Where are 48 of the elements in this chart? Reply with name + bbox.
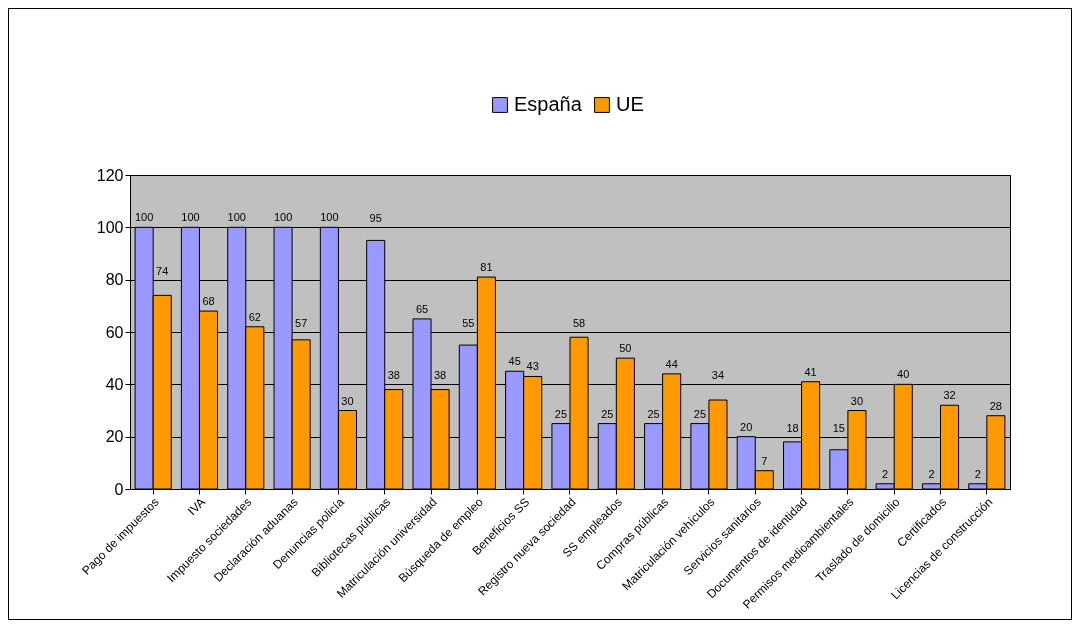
data-label: 38 [387, 369, 400, 382]
data-label: 32 [943, 389, 956, 402]
data-label: 43 [526, 360, 539, 373]
y-tick-label: 0 [114, 480, 124, 498]
data-label: 81 [480, 261, 493, 274]
data-label: 57 [295, 317, 308, 329]
data-label: 25 [601, 407, 614, 420]
y-tick-label: 20 [105, 428, 124, 446]
data-label: 38 [433, 369, 447, 382]
data-label: 74 [156, 264, 169, 277]
y-tick-label: 120 [96, 166, 124, 184]
data-label: 65 [415, 302, 429, 315]
data-label: 30 [850, 394, 864, 407]
data-label: 68 [202, 295, 215, 308]
data-label: 7 [761, 454, 768, 467]
data-label: 95 [369, 212, 382, 225]
data-label: 45 [508, 355, 521, 368]
y-tick-label: 60 [105, 323, 124, 341]
data-label: 28 [989, 399, 1002, 412]
data-label: 55 [462, 317, 475, 329]
data-label: 25 [693, 407, 707, 420]
data-label: 30 [341, 394, 354, 407]
y-tick-label: 80 [105, 271, 124, 289]
data-label: 100 [181, 211, 200, 224]
y-tick-label: 40 [105, 375, 124, 393]
data-label: 20 [740, 420, 753, 433]
data-label: 25 [554, 407, 568, 420]
data-label: 41 [804, 365, 817, 378]
data-label: 100 [227, 211, 246, 224]
data-label: 34 [711, 369, 725, 382]
y-tick-label: 100 [96, 218, 124, 236]
data-label: 40 [897, 368, 910, 381]
data-label: 62 [248, 310, 261, 323]
data-label: 25 [647, 407, 660, 420]
legend-label: UE [616, 93, 644, 115]
data-label: 100 [273, 211, 293, 224]
data-label: 58 [572, 317, 586, 329]
legend-label: España [514, 93, 583, 115]
data-label: 100 [134, 211, 154, 224]
data-label: 15 [832, 421, 845, 434]
data-label: 2 [882, 467, 889, 480]
data-label: 2 [974, 467, 981, 480]
data-label: 18 [786, 421, 799, 434]
x-tick-label: IVA [185, 495, 208, 519]
data-label: 100 [320, 211, 339, 224]
data-label: 44 [665, 357, 678, 370]
data-label: 50 [619, 342, 632, 355]
data-label: 2 [928, 467, 935, 480]
